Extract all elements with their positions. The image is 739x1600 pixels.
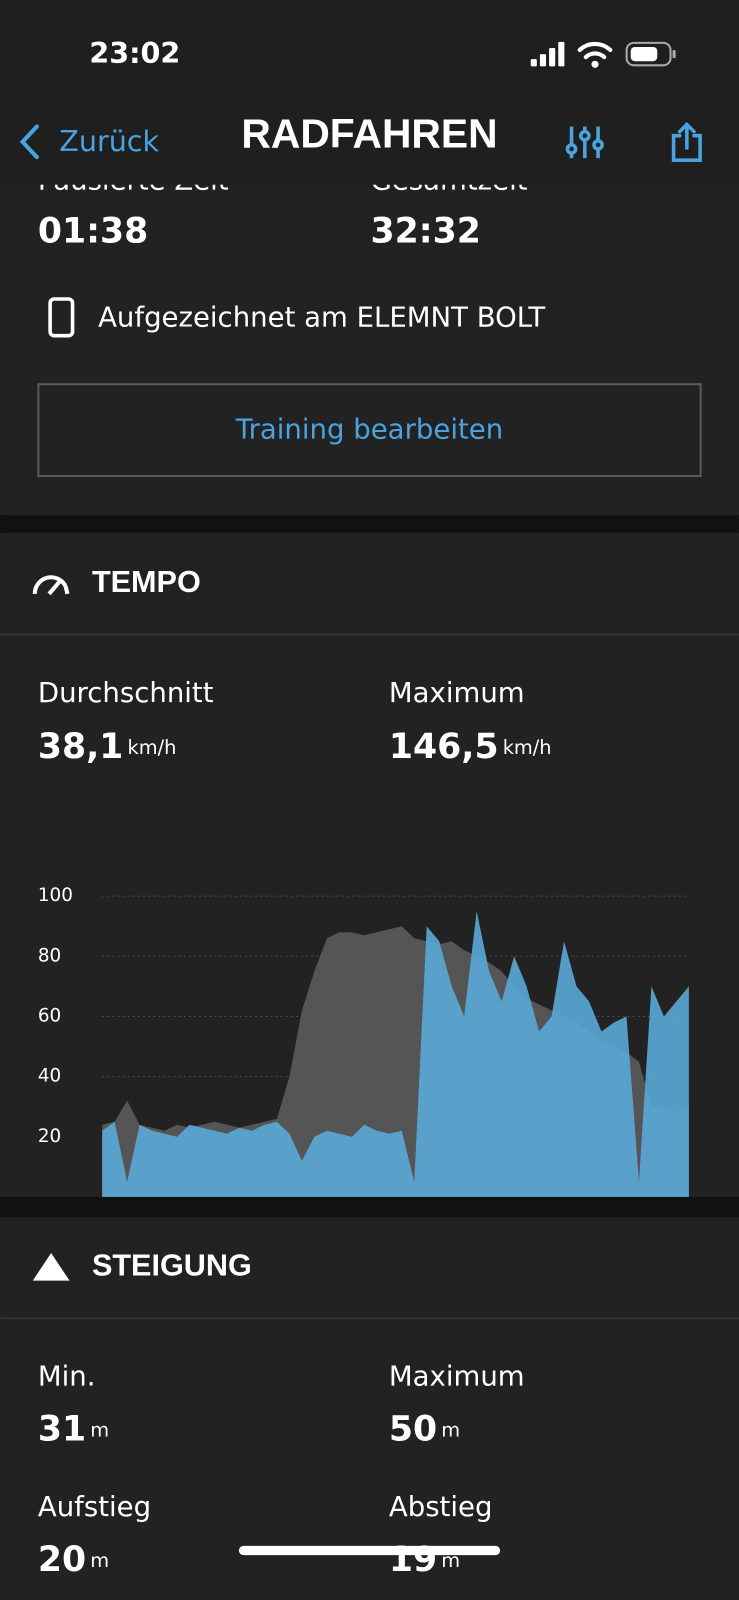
value: 31 (38, 1410, 86, 1450)
battery-tip (672, 50, 676, 59)
stat-label: Aufstieg (38, 1491, 151, 1523)
speed-icon (32, 575, 68, 595)
stat-value: 50 m (389, 1410, 460, 1450)
stat-label: Abstieg (389, 1491, 493, 1523)
speed-area (102, 911, 689, 1197)
stat-value: 38,1 km/h (38, 727, 177, 767)
elevation-icon (32, 1253, 70, 1281)
device-text: Aufgezeichnet am ELEMNT BOLT (98, 301, 545, 333)
device-icon (48, 297, 75, 338)
wifi-icon (577, 42, 613, 60)
value: 20 (38, 1540, 86, 1580)
stat-value: 20 m (38, 1540, 109, 1580)
nav-title: RADFAHREN (241, 111, 497, 157)
share-button[interactable] (671, 121, 702, 162)
stat-value: 32:32 (371, 212, 481, 252)
header-background (0, 0, 739, 185)
value: 50 (389, 1410, 437, 1450)
speed-icon-edge (63, 585, 70, 595)
unit: km/h (503, 735, 552, 758)
y-tick-label: 20 (38, 1126, 61, 1147)
y-tick-label: 40 (38, 1066, 61, 1087)
stat-label: Durchschnitt (38, 677, 214, 709)
value: 38,1 (38, 727, 124, 767)
y-tick-label: 80 (38, 945, 61, 966)
stat-label: Min. (38, 1361, 96, 1393)
section-title: STEIGUNG (92, 1248, 252, 1282)
speed-icon-needle (47, 578, 63, 596)
value: 146,5 (389, 727, 499, 767)
unit: km/h (128, 735, 177, 758)
unit: m (441, 1418, 460, 1441)
wifi-dot (591, 60, 599, 68)
back-chevron[interactable] (19, 124, 39, 160)
y-tick-label: 60 (38, 1005, 61, 1026)
edit-button-label[interactable]: Training bearbeiten (235, 414, 503, 446)
battery-level (630, 46, 658, 62)
unit: m (90, 1418, 109, 1441)
stat-value: 31 m (38, 1410, 109, 1450)
separator (0, 515, 739, 533)
filter-button[interactable] (565, 126, 604, 159)
edit-button[interactable] (37, 383, 702, 478)
section-title: TEMPO (92, 565, 201, 599)
speed-chart: 20 40 60 80 100 (38, 885, 689, 1197)
status-time: 23:02 (89, 36, 180, 70)
back-button[interactable]: Zurück (59, 124, 159, 158)
stat-value: 01:38 (38, 212, 148, 252)
stat-value: 146,5 km/h (389, 727, 552, 767)
stat-label: Maximum (389, 677, 525, 709)
y-tick-label: 100 (38, 885, 73, 906)
unit: m (90, 1549, 109, 1572)
battery-icon (625, 41, 672, 67)
signal-icon (530, 41, 565, 67)
stat-label: Maximum (389, 1361, 525, 1393)
home-indicator[interactable] (238, 1545, 501, 1556)
separator (0, 1196, 739, 1218)
